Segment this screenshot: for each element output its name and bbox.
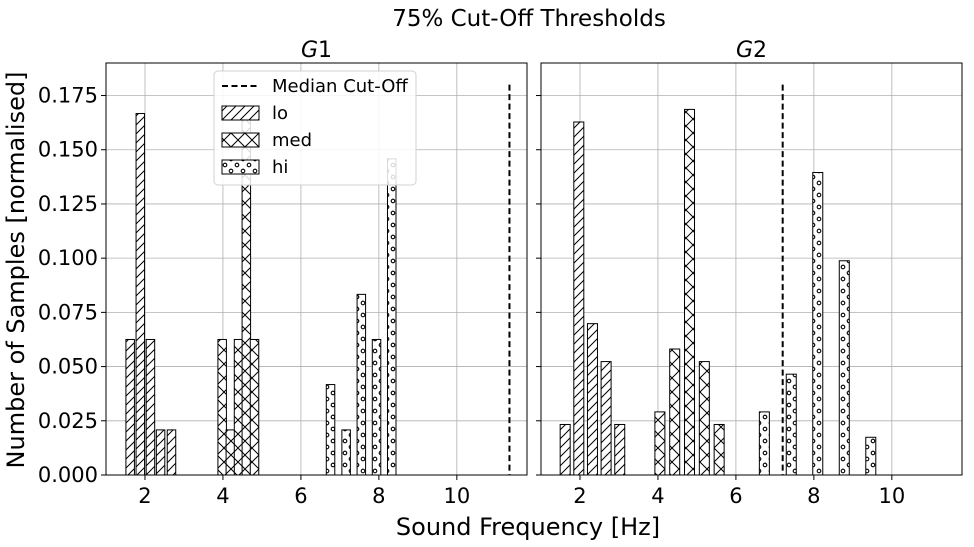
legend: Median Cut-Off lo med hi bbox=[213, 70, 417, 186]
bar-med bbox=[669, 348, 681, 475]
bar-lo bbox=[125, 338, 135, 475]
bar-med bbox=[684, 108, 696, 475]
bars bbox=[125, 113, 397, 475]
x-tick-label: 2 bbox=[573, 484, 586, 508]
bar-hi bbox=[371, 338, 382, 475]
y-tick-label: 0.000 bbox=[38, 463, 98, 487]
legend-label: med bbox=[272, 130, 312, 151]
y-tick-label: 0.025 bbox=[38, 409, 98, 433]
legend-entry-0: Median Cut-Off bbox=[222, 76, 408, 97]
chart-title: 75% Cut-Off Thresholds bbox=[392, 6, 666, 32]
bar-hi bbox=[865, 436, 877, 475]
x-tick-label: 4 bbox=[651, 484, 664, 508]
axes-frame bbox=[105, 62, 528, 476]
x-tick-label: 4 bbox=[216, 484, 229, 508]
bar-hi bbox=[785, 373, 797, 475]
bar-med bbox=[249, 338, 260, 475]
bar-hi bbox=[341, 429, 351, 475]
x-tick-label: 10 bbox=[878, 484, 905, 508]
x-tick-label: 6 bbox=[294, 484, 307, 508]
bar-lo bbox=[586, 323, 598, 475]
y-tick-label: 0.150 bbox=[38, 138, 98, 162]
bar-hi bbox=[386, 158, 397, 475]
x-tick-label: 2 bbox=[138, 484, 151, 508]
panels: 2 4 6 8 10 0.000 0.025 0.050 0.075 0.100 0.125 0.15… bbox=[38, 38, 963, 508]
legend-entry-2: med bbox=[221, 130, 312, 151]
legend-swatch-hi bbox=[221, 159, 260, 175]
legend-swatch-med bbox=[221, 132, 260, 148]
panel-title: G1 bbox=[301, 38, 332, 63]
legend-entry-3: hi bbox=[221, 157, 288, 178]
x-tick-label: 10 bbox=[443, 484, 470, 508]
y-tick-label: 0.075 bbox=[38, 300, 98, 324]
legend-label: hi bbox=[272, 157, 288, 178]
y-tick-label: 0.125 bbox=[38, 192, 98, 216]
bars bbox=[559, 108, 877, 475]
y-tick-label: 0.175 bbox=[38, 84, 98, 108]
bar-hi bbox=[758, 411, 770, 475]
y-tick-label: 0.050 bbox=[38, 355, 98, 379]
bar-lo bbox=[600, 361, 612, 475]
bar-lo bbox=[135, 113, 146, 475]
bar-med bbox=[698, 361, 710, 475]
axes-frame bbox=[540, 62, 963, 476]
legend-frame bbox=[213, 70, 417, 186]
bar-lo bbox=[155, 429, 166, 475]
panel-title: G2 bbox=[736, 38, 767, 63]
bar-lo bbox=[145, 338, 156, 475]
bar-med bbox=[713, 423, 725, 475]
x-tick-label: 8 bbox=[807, 484, 820, 508]
bar-hi bbox=[838, 260, 850, 475]
y-tick-label: 0.100 bbox=[38, 246, 98, 270]
bar-med bbox=[654, 411, 666, 475]
x-tick-label: 8 bbox=[372, 484, 385, 508]
legend-entry-1: lo bbox=[221, 103, 288, 124]
x-axis-label: Sound Frequency [Hz] bbox=[396, 513, 660, 541]
y-axis-label: Number of Samples [normalised] bbox=[2, 72, 30, 469]
bar-hi bbox=[356, 293, 367, 475]
bar-lo bbox=[166, 429, 177, 475]
bar-lo bbox=[573, 121, 585, 475]
bar-lo bbox=[614, 423, 626, 475]
legend-label: Median Cut-Off bbox=[272, 76, 408, 97]
legend-label: lo bbox=[272, 103, 288, 124]
bar-hi bbox=[812, 172, 824, 475]
legend-swatch-lo bbox=[221, 105, 260, 121]
bar-med bbox=[233, 338, 244, 475]
panel-2: 2 4 6 8 10 G2 bbox=[536, 38, 963, 508]
bar-med bbox=[225, 429, 236, 475]
x-tick-label: 6 bbox=[729, 484, 742, 508]
bar-hi bbox=[325, 384, 336, 475]
bar-lo bbox=[559, 423, 571, 475]
bar-med bbox=[217, 338, 227, 475]
